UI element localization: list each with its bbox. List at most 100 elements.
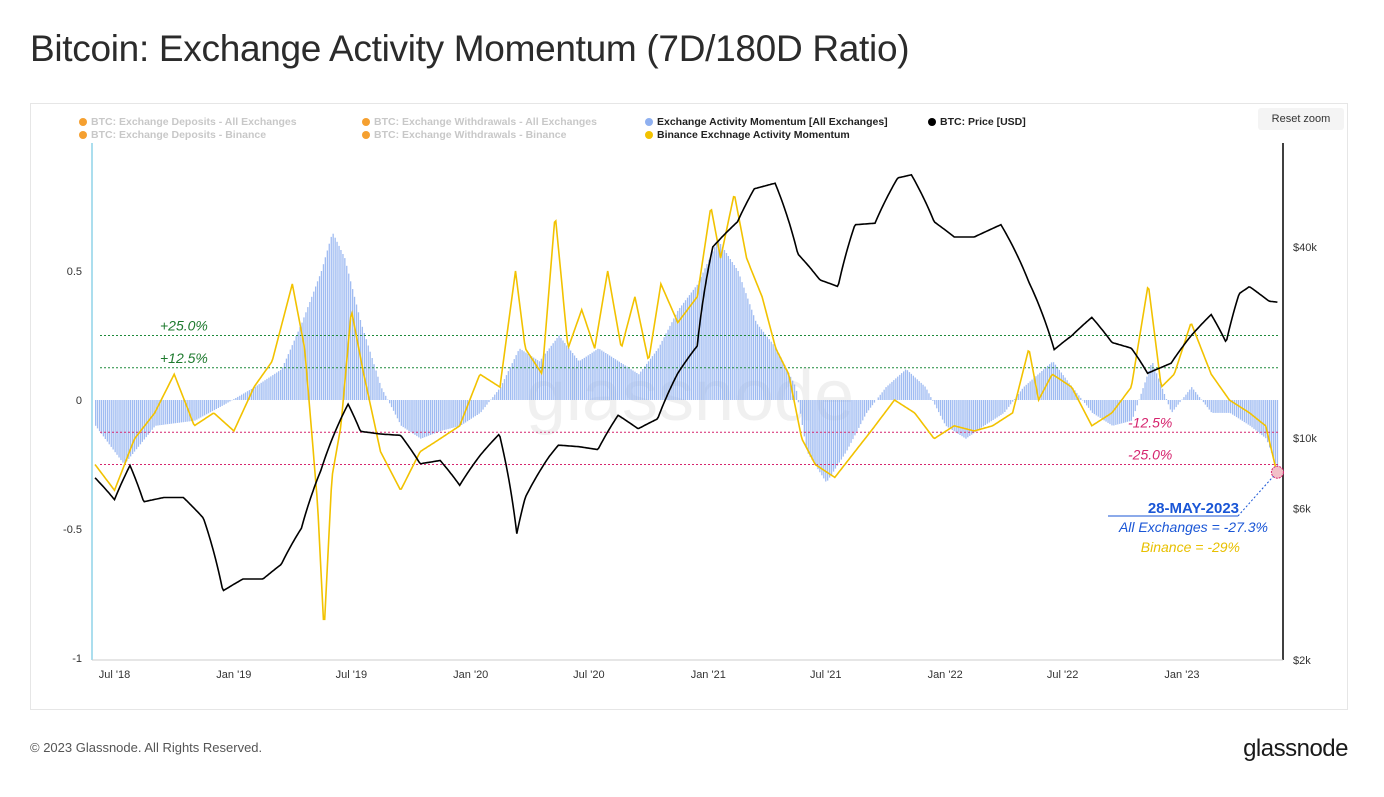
momentum-bar — [640, 371, 642, 400]
momentum-bar — [577, 360, 580, 400]
momentum-bar — [311, 296, 313, 400]
momentum-bar — [1041, 371, 1043, 400]
momentum-bar — [692, 289, 694, 400]
momentum-bar — [1276, 400, 1279, 469]
momentum-bar — [1269, 400, 1271, 448]
legend-marker-icon — [79, 118, 87, 126]
momentum-bar — [655, 351, 657, 400]
legend-label: BTC: Price [USD] — [940, 116, 1026, 128]
momentum-bar — [1056, 367, 1059, 400]
momentum-bar — [688, 295, 691, 400]
momentum-bar — [764, 334, 766, 400]
momentum-bar — [1272, 400, 1275, 459]
momentum-bar — [1099, 400, 1101, 418]
momentum-bar — [165, 400, 167, 425]
momentum-bar — [237, 396, 239, 400]
legend-item-4[interactable]: Exchange Activity Momentum [All Exchange… — [645, 116, 888, 128]
momentum-bar — [916, 379, 918, 400]
legend-item-1[interactable]: BTC: Exchange Deposits - Binance — [79, 129, 266, 141]
momentum-bar — [1156, 373, 1158, 400]
legend-item-3[interactable]: BTC: Exchange Withdrawals - Binance — [362, 129, 566, 141]
momentum-bar — [605, 353, 607, 400]
momentum-bar — [573, 355, 576, 400]
momentum-bar — [844, 400, 846, 454]
legend-marker-icon — [645, 118, 653, 126]
momentum-bar — [1027, 383, 1029, 400]
momentum-bar — [813, 400, 815, 463]
momentum-bar — [932, 400, 934, 401]
momentum-bar — [375, 370, 377, 400]
momentum-bar — [322, 264, 325, 400]
momentum-bar — [624, 365, 626, 400]
momentum-bar — [258, 384, 260, 400]
reset-zoom-button[interactable]: Reset zoom — [1258, 108, 1344, 130]
momentum-bar — [161, 400, 163, 425]
momentum-bar — [708, 259, 710, 400]
momentum-bar — [172, 400, 175, 424]
momentum-bar — [1261, 400, 1263, 436]
momentum-bar — [239, 395, 241, 400]
momentum-bar — [657, 348, 659, 400]
momentum-bar — [324, 257, 326, 400]
legend-item-0[interactable]: BTC: Exchange Deposits - All Exchanges — [79, 116, 297, 128]
momentum-bar — [895, 378, 897, 400]
axes: 0.5 0 -0.5 -1 $40k $10k $6k $2k Jul '18 Jan '19 Ju… — [63, 143, 1317, 681]
momentum-bar — [1163, 394, 1166, 400]
momentum-bar — [1239, 400, 1242, 420]
legend-item-2[interactable]: BTC: Exchange Withdrawals - All Exchange… — [362, 116, 597, 128]
momentum-bar — [784, 365, 786, 400]
footer-brand-logo: glassnode — [1243, 735, 1348, 762]
momentum-bar — [1103, 400, 1105, 421]
momentum-bar — [1195, 392, 1197, 400]
momentum-bar — [476, 400, 478, 415]
momentum-bar — [268, 377, 270, 400]
momentum-bar — [667, 329, 669, 400]
momentum-bar — [410, 400, 412, 433]
momentum-bar — [912, 375, 914, 400]
momentum-bar — [665, 333, 667, 400]
momentum-bar — [854, 400, 856, 436]
y-right-tick-label: $6k — [1293, 504, 1311, 516]
momentum-bar — [1078, 395, 1080, 400]
momentum-bar — [198, 400, 200, 419]
momentum-bar — [1171, 400, 1173, 413]
momentum-bar — [644, 366, 646, 400]
momentum-bar — [982, 400, 985, 427]
momentum-bar — [1198, 397, 1201, 400]
momentum-bar — [1095, 400, 1097, 416]
momentum-bar — [248, 390, 251, 400]
momentum-bar — [1105, 400, 1107, 422]
momentum-bar — [355, 304, 358, 400]
momentum-bar — [583, 357, 585, 400]
momentum-bar — [568, 348, 570, 400]
momentum-bar — [118, 400, 120, 458]
momentum-bar — [527, 353, 529, 400]
momentum-bar — [1066, 380, 1068, 400]
momentum-bar — [110, 400, 112, 447]
momentum-bar — [867, 400, 870, 411]
momentum-bar — [805, 400, 807, 448]
momentum-bar — [1148, 370, 1150, 400]
momentum-bar — [850, 400, 852, 443]
momentum-bar — [435, 400, 437, 433]
momentum-bar — [540, 358, 543, 400]
legend-item-5[interactable]: Binance Exchnage Activity Momentum — [645, 129, 850, 141]
momentum-bar — [200, 400, 202, 418]
momentum-bar — [747, 298, 749, 400]
momentum-bar — [383, 392, 385, 400]
legend-item-6[interactable]: BTC: Price [USD] — [928, 116, 1026, 128]
momentum-bar — [332, 233, 334, 400]
momentum-bar — [704, 268, 706, 400]
momentum-bar — [318, 276, 321, 400]
momentum-bar — [739, 276, 741, 400]
momentum-bar — [227, 400, 229, 403]
momentum-bar — [509, 367, 511, 400]
momentum-bar — [1072, 387, 1074, 400]
x-tick-label: Jan '23 — [1164, 669, 1199, 681]
momentum-bar — [745, 293, 747, 400]
momentum-bar — [182, 400, 184, 423]
momentum-bar — [1012, 400, 1014, 402]
momentum-bar — [566, 345, 568, 400]
momentum-bar — [914, 377, 916, 400]
